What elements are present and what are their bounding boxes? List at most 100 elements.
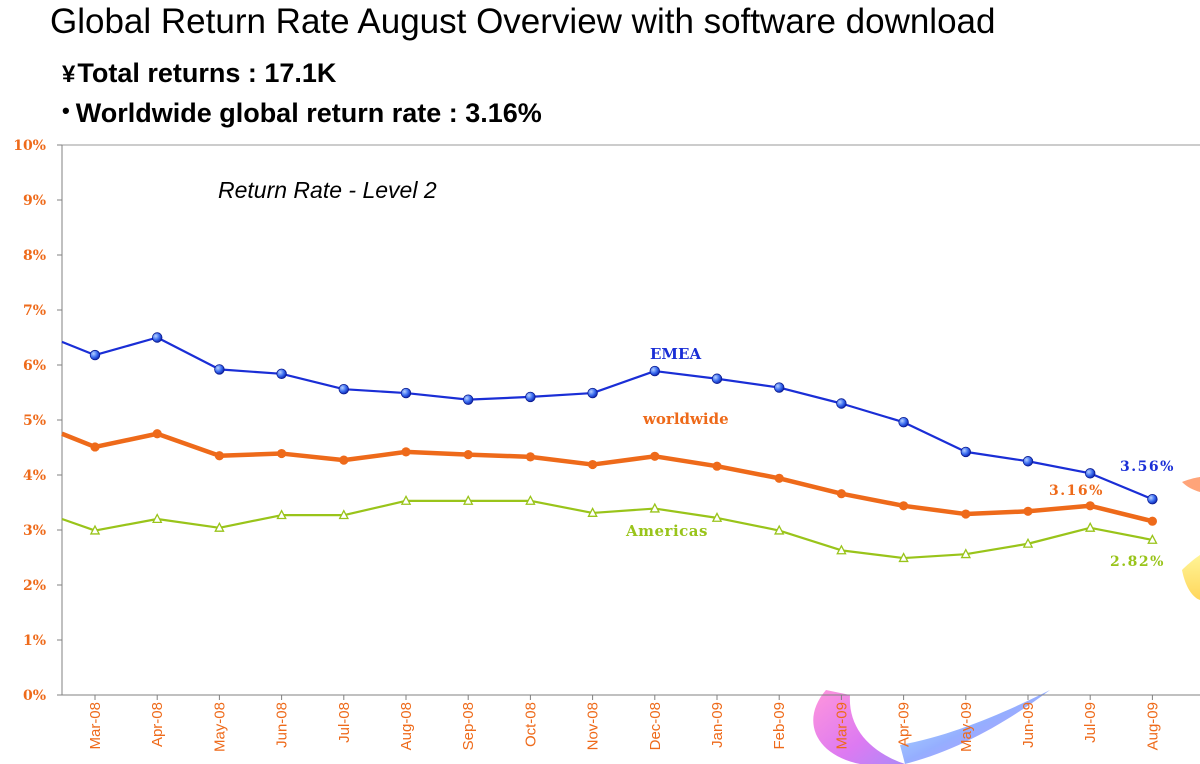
- y-tick-label: 9%: [23, 193, 46, 209]
- data-point-americas: [1147, 533, 1158, 544]
- return-rate-chart: 0% 1% 2% 3% 4% 5% 6% 7% 8% 9% 10% Mar-08 Apr-08 May-…: [13, 138, 1200, 764]
- data-point-worldwide: [774, 473, 784, 483]
- page-title: Global Return Rate August Overview with …: [50, 2, 996, 41]
- x-tick-label: Mar-08: [87, 702, 104, 750]
- data-point-worldwide: [277, 448, 287, 459]
- x-tick-label: Aug-08: [398, 702, 415, 750]
- data-point-worldwide: [712, 461, 722, 471]
- series-line-americas: [61, 499, 1153, 560]
- data-point-americas: [836, 544, 847, 555]
- x-tick-label: Jun-08: [274, 702, 291, 748]
- data-point-worldwide: [90, 442, 100, 452]
- data-point-americas: [152, 513, 163, 524]
- series-line-emea: [61, 336, 1153, 501]
- data-point-worldwide: [961, 509, 971, 519]
- data-point-emea: [711, 373, 723, 384]
- data-point-americas: [400, 494, 412, 505]
- x-tick-label: Sep-08: [460, 702, 477, 750]
- x-tick-label: Jan-09: [709, 702, 726, 748]
- y-tick-label: 4%: [23, 468, 46, 484]
- data-point-worldwide: [588, 459, 598, 470]
- data-point-emea: [649, 365, 661, 377]
- data-point-emea: [463, 394, 474, 405]
- series-lines: [61, 336, 1153, 560]
- y-tick-label: 5%: [23, 413, 46, 429]
- data-point-emea: [400, 387, 412, 399]
- y-axis: 0% 1% 2% 3% 4% 5% 6% 7% 8% 9% 10%: [13, 138, 62, 704]
- y-tick-label: 1%: [23, 633, 46, 649]
- data-point-worldwide: [214, 451, 224, 461]
- data-point-emea: [214, 364, 225, 375]
- chart-subtitle: Return Rate - Level 2: [218, 177, 437, 203]
- data-point-emea: [1022, 456, 1034, 467]
- data-point-americas: [960, 548, 971, 559]
- end-label-worldwide: 3.16%: [1049, 483, 1104, 499]
- x-tick-label: May-08: [211, 702, 228, 752]
- data-point-emea: [89, 349, 101, 361]
- x-tick-label: Mar-09: [833, 702, 850, 750]
- y-tick-label: 3%: [23, 523, 46, 539]
- data-point-emea: [587, 387, 598, 399]
- data-point-worldwide: [1147, 516, 1157, 526]
- data-point-worldwide: [525, 452, 536, 462]
- data-point-worldwide: [899, 501, 909, 511]
- data-point-americas: [774, 524, 785, 535]
- data-point-americas: [338, 509, 349, 520]
- bullet-marker: •: [62, 98, 70, 123]
- data-point-emea: [960, 446, 972, 458]
- data-point-americas: [649, 502, 660, 513]
- y-tick-label: 7%: [23, 303, 46, 319]
- series-line-worldwide: [61, 431, 1153, 524]
- return-rate-text: Worldwide global return rate : 3.16%: [75, 98, 542, 128]
- data-point-emea: [898, 417, 909, 428]
- data-point-emea: [276, 368, 287, 380]
- x-axis: Mar-08 Apr-08 May-08 Jun-08 Jul-08 Aug-08 Sep-…: [87, 695, 1161, 752]
- x-tick-label: Feb-09: [771, 702, 788, 750]
- series-label-worldwide: worldwide: [642, 410, 729, 428]
- data-point-emea: [338, 384, 350, 395]
- data-point-americas: [276, 509, 287, 520]
- y-tick-label: 2%: [23, 578, 46, 594]
- data-point-americas: [525, 494, 536, 505]
- data-point-americas: [1084, 521, 1096, 532]
- plot-frame: [61, 144, 1200, 696]
- x-tick-label: Apr-09: [896, 702, 913, 747]
- data-point-americas: [463, 494, 474, 505]
- data-point-emea: [151, 332, 163, 343]
- data-point-worldwide: [401, 447, 411, 457]
- decorative-swoosh: [813, 477, 1200, 764]
- data-point-worldwide: [463, 450, 473, 460]
- data-point-americas: [214, 521, 225, 532]
- data-point-emea: [836, 398, 847, 409]
- x-tick-label: Jul-09: [1082, 702, 1099, 743]
- x-tick-label: Oct-08: [522, 702, 539, 747]
- series-label-americas: Americas: [625, 522, 708, 540]
- data-point-emea: [525, 391, 536, 403]
- data-point-worldwide: [650, 451, 660, 461]
- x-tick-label: Nov-08: [585, 702, 602, 750]
- end-label-americas: 2.82%: [1110, 554, 1165, 570]
- data-point-emea: [1147, 494, 1158, 505]
- data-point-americas: [89, 524, 101, 535]
- x-tick-label: Jun-09: [1020, 702, 1037, 748]
- data-point-worldwide: [836, 489, 847, 499]
- data-point-worldwide: [1085, 501, 1095, 511]
- y-tick-label: 0%: [23, 688, 46, 704]
- data-point-emea: [1084, 468, 1096, 479]
- return-rate-bullet: • Worldwide global return rate : 3.16%: [62, 98, 542, 129]
- y-tick-label: 10%: [13, 138, 46, 154]
- data-point-worldwide: [339, 455, 349, 465]
- data-point-americas: [1022, 537, 1034, 548]
- total-returns-bullet: ¥Total returns : 17.1K: [62, 58, 336, 89]
- data-point-worldwide: [152, 429, 162, 439]
- data-point-americas: [898, 552, 909, 563]
- data-point-americas: [587, 507, 598, 517]
- data-point-americas: [711, 511, 723, 522]
- y-tick-label: 8%: [23, 248, 46, 264]
- y-tick-label: 6%: [23, 358, 46, 374]
- series-label-emea: EMEA: [650, 345, 701, 363]
- bullet-marker: ¥: [62, 61, 76, 88]
- x-tick-label: Aug-09: [1144, 702, 1161, 750]
- end-label-emea: 3.56%: [1120, 459, 1175, 475]
- x-tick-label: Apr-08: [149, 702, 166, 747]
